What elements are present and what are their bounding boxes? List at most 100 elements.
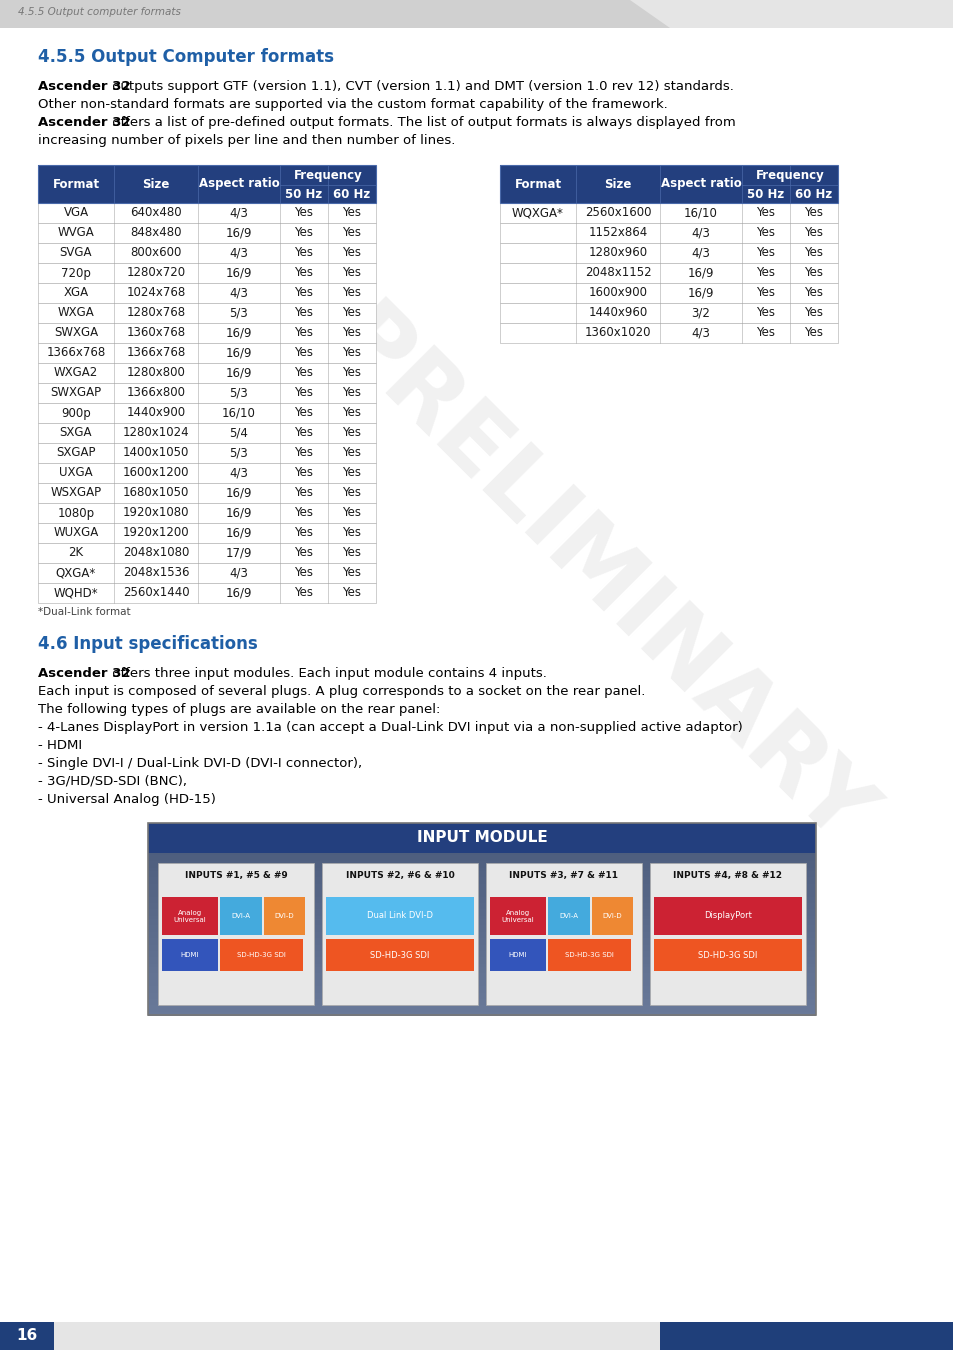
Bar — [148, 987, 815, 991]
Text: 1366x800: 1366x800 — [127, 386, 185, 400]
Text: 16: 16 — [16, 1328, 37, 1343]
Text: Yes: Yes — [342, 227, 361, 239]
Bar — [654, 896, 801, 936]
Text: Yes: Yes — [803, 227, 822, 239]
Bar — [38, 323, 375, 343]
Text: DVI-A: DVI-A — [558, 913, 578, 919]
Text: HDMI: HDMI — [181, 952, 199, 958]
Text: 4.5.5 Output Computer formats: 4.5.5 Output Computer formats — [38, 49, 334, 66]
Bar — [148, 903, 815, 907]
Text: VGA: VGA — [63, 207, 89, 220]
Text: Ascender 32: Ascender 32 — [38, 667, 131, 680]
Bar — [0, 1322, 54, 1350]
Bar — [38, 463, 375, 483]
Text: Frequency: Frequency — [294, 169, 362, 181]
Text: 16/9: 16/9 — [226, 526, 252, 540]
Bar — [326, 940, 474, 971]
Bar — [322, 863, 477, 1004]
Text: offers three input modules. Each input module contains 4 inputs.: offers three input modules. Each input m… — [108, 667, 546, 680]
Text: WSXGAP: WSXGAP — [51, 486, 101, 500]
Text: WQHD*: WQHD* — [53, 586, 98, 599]
Bar — [148, 884, 815, 888]
Text: 1280x1024: 1280x1024 — [123, 427, 189, 440]
Text: INPUTS #1, #5 & #9: INPUTS #1, #5 & #9 — [185, 871, 287, 880]
Text: Yes: Yes — [342, 547, 361, 559]
Bar — [148, 824, 815, 1015]
Text: - Single DVI-I / Dual-Link DVI-D (DVI-I connector),: - Single DVI-I / Dual-Link DVI-D (DVI-I … — [38, 757, 362, 769]
Text: 4/3: 4/3 — [691, 227, 710, 239]
Text: Yes: Yes — [294, 427, 314, 440]
Text: Yes: Yes — [342, 406, 361, 420]
Text: Yes: Yes — [342, 247, 361, 259]
Text: Yes: Yes — [756, 306, 775, 320]
Text: Yes: Yes — [342, 567, 361, 579]
Bar — [148, 990, 815, 994]
Bar — [490, 896, 546, 936]
Bar — [148, 842, 815, 846]
Text: 1680x1050: 1680x1050 — [123, 486, 189, 500]
Text: Aspect ratio: Aspect ratio — [659, 177, 740, 190]
Text: Yes: Yes — [803, 247, 822, 259]
Text: Yes: Yes — [342, 486, 361, 500]
Text: DVI-A: DVI-A — [232, 913, 251, 919]
Text: 16/10: 16/10 — [683, 207, 718, 220]
Text: - Universal Analog (HD-15): - Universal Analog (HD-15) — [38, 792, 215, 806]
Text: Yes: Yes — [756, 266, 775, 279]
Bar — [148, 945, 815, 949]
Bar — [38, 563, 375, 583]
Text: 16/9: 16/9 — [226, 327, 252, 339]
Text: 1440x960: 1440x960 — [588, 306, 647, 320]
Bar — [499, 302, 837, 323]
Bar — [148, 852, 815, 856]
Bar — [38, 383, 375, 404]
Text: offers a list of pre-defined output formats. The list of output formats is alway: offers a list of pre-defined output form… — [108, 116, 735, 130]
Text: 16/9: 16/9 — [226, 347, 252, 359]
Bar — [148, 976, 815, 981]
Text: 3/2: 3/2 — [691, 306, 710, 320]
Text: SD-HD-3G SDI: SD-HD-3G SDI — [237, 952, 286, 958]
Text: SXGA: SXGA — [60, 427, 92, 440]
Text: 1920x1080: 1920x1080 — [123, 506, 189, 520]
Bar — [148, 855, 815, 859]
Text: Yes: Yes — [342, 306, 361, 320]
Text: WVGA: WVGA — [57, 227, 94, 239]
Bar — [148, 829, 815, 833]
Text: Size: Size — [142, 177, 170, 190]
Bar — [38, 583, 375, 603]
Text: 17/9: 17/9 — [226, 547, 252, 559]
Text: Yes: Yes — [756, 207, 775, 220]
Bar — [148, 938, 815, 942]
Text: 1360x768: 1360x768 — [127, 327, 186, 339]
Bar — [148, 957, 815, 961]
Bar — [148, 936, 815, 940]
Bar — [38, 263, 375, 284]
Text: Size: Size — [603, 177, 631, 190]
Text: INPUTS #2, #6 & #10: INPUTS #2, #6 & #10 — [345, 871, 454, 880]
Bar — [220, 940, 303, 971]
Polygon shape — [659, 1322, 953, 1350]
Bar — [490, 940, 546, 971]
Text: 2560x1600: 2560x1600 — [584, 207, 651, 220]
Text: 5/3: 5/3 — [230, 447, 248, 459]
Text: 16/9: 16/9 — [687, 286, 714, 300]
Text: 4/3: 4/3 — [230, 567, 248, 579]
Bar — [148, 859, 815, 863]
Bar — [38, 363, 375, 383]
Text: 16/9: 16/9 — [226, 366, 252, 379]
Polygon shape — [0, 0, 669, 28]
Text: Yes: Yes — [294, 486, 314, 500]
Text: Yes: Yes — [294, 406, 314, 420]
Bar — [148, 967, 815, 971]
Text: Yes: Yes — [803, 286, 822, 300]
Text: Yes: Yes — [803, 266, 822, 279]
Text: Yes: Yes — [342, 386, 361, 400]
Text: Yes: Yes — [294, 286, 314, 300]
Bar — [38, 404, 375, 423]
Bar — [148, 922, 815, 926]
Text: Analog
Universal: Analog Universal — [173, 910, 206, 922]
Text: Yes: Yes — [803, 327, 822, 339]
Text: INPUT MODULE: INPUT MODULE — [416, 830, 547, 845]
Bar — [148, 961, 815, 965]
Text: SD-HD-3G SDI: SD-HD-3G SDI — [370, 950, 429, 960]
Bar — [0, 0, 953, 28]
